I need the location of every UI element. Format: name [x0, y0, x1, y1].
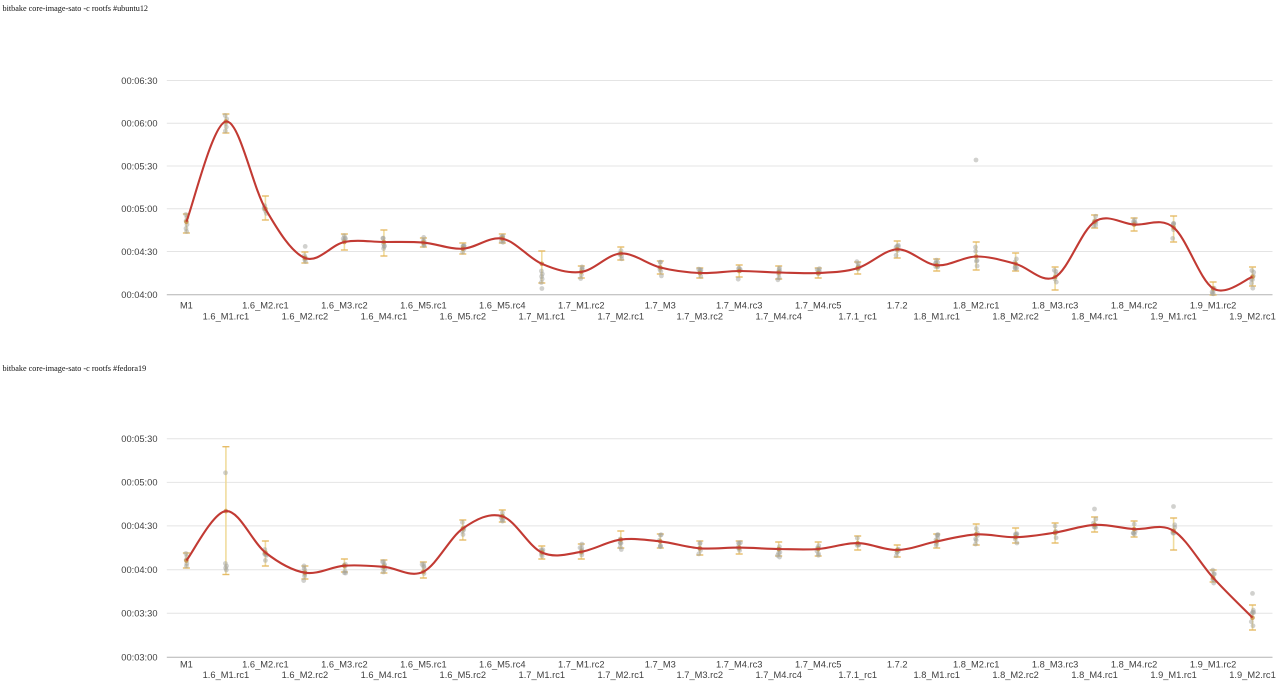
svg-text:1.9_M2.rc1: 1.9_M2.rc1: [1229, 312, 1276, 322]
svg-text:M1: M1: [180, 660, 193, 670]
svg-text:00:04:00: 00:04:00: [121, 290, 157, 300]
svg-text:00:04:00: 00:04:00: [121, 565, 157, 575]
svg-text:1.7_M4.rc4: 1.7_M4.rc4: [755, 670, 802, 680]
svg-text:1.6_M5.rc2: 1.6_M5.rc2: [440, 312, 487, 322]
svg-text:00:04:30: 00:04:30: [121, 521, 157, 531]
svg-text:1.7_M2.rc1: 1.7_M2.rc1: [598, 670, 645, 680]
svg-text:1.7_M4.rc4: 1.7_M4.rc4: [755, 312, 802, 322]
svg-text:1.6_M5.rc4: 1.6_M5.rc4: [479, 660, 526, 670]
svg-text:1.8_M1.rc1: 1.8_M1.rc1: [913, 670, 960, 680]
svg-text:1.6_M2.rc2: 1.6_M2.rc2: [282, 670, 329, 680]
svg-text:1.6_M1.rc1: 1.6_M1.rc1: [203, 670, 250, 680]
svg-text:00:04:30: 00:04:30: [121, 247, 157, 257]
svg-text:00:05:30: 00:05:30: [121, 434, 157, 444]
svg-text:1.8_M4.rc1: 1.8_M4.rc1: [1071, 312, 1118, 322]
svg-text:1.6_M3.rc2: 1.6_M3.rc2: [321, 660, 368, 670]
svg-text:1.8_M2.rc2: 1.8_M2.rc2: [992, 312, 1039, 322]
svg-text:1.7_M1.rc2: 1.7_M1.rc2: [558, 660, 605, 670]
svg-text:1.7.2: 1.7.2: [887, 660, 908, 670]
svg-text:1.7_M1.rc1: 1.7_M1.rc1: [519, 670, 566, 680]
svg-text:00:05:30: 00:05:30: [121, 161, 157, 171]
svg-text:00:06:00: 00:06:00: [121, 119, 157, 129]
svg-text:1.6_M5.rc4: 1.6_M5.rc4: [479, 301, 526, 311]
svg-text:1.6_M3.rc2: 1.6_M3.rc2: [321, 301, 368, 311]
svg-text:1.9_M1.rc1: 1.9_M1.rc1: [1150, 670, 1197, 680]
svg-text:1.7_M1.rc1: 1.7_M1.rc1: [519, 312, 566, 322]
svg-text:1.6_M2.rc1: 1.6_M2.rc1: [242, 660, 289, 670]
svg-text:1.8_M4.rc2: 1.8_M4.rc2: [1111, 301, 1158, 311]
svg-text:1.8_M4.rc1: 1.8_M4.rc1: [1071, 670, 1118, 680]
svg-text:00:03:00: 00:03:00: [121, 653, 157, 663]
svg-text:1.7_M4.rc5: 1.7_M4.rc5: [795, 301, 842, 311]
svg-text:1.6_M2.rc2: 1.6_M2.rc2: [282, 312, 329, 322]
svg-text:1.9_M2.rc1: 1.9_M2.rc1: [1229, 670, 1276, 680]
svg-text:1.7_M1.rc2: 1.7_M1.rc2: [558, 301, 605, 311]
svg-text:1.7_M4.rc3: 1.7_M4.rc3: [716, 301, 763, 311]
svg-text:1.8_M3.rc3: 1.8_M3.rc3: [1032, 660, 1079, 670]
svg-text:1.8_M2.rc2: 1.8_M2.rc2: [992, 670, 1039, 680]
svg-text:1.6_M5.rc2: 1.6_M5.rc2: [440, 670, 487, 680]
svg-text:1.7.1_rc1: 1.7.1_rc1: [838, 312, 877, 322]
svg-text:1.7.1_rc1: 1.7.1_rc1: [838, 670, 877, 680]
svg-text:00:05:00: 00:05:00: [121, 204, 157, 214]
svg-text:1.7_M3: 1.7_M3: [645, 660, 676, 670]
svg-text:1.8_M4.rc2: 1.8_M4.rc2: [1111, 660, 1158, 670]
svg-text:1.6_M2.rc1: 1.6_M2.rc1: [242, 301, 289, 311]
svg-text:00:03:30: 00:03:30: [121, 609, 157, 619]
svg-text:1.7_M3: 1.7_M3: [645, 301, 676, 311]
svg-text:1.7_M3.rc2: 1.7_M3.rc2: [677, 312, 724, 322]
svg-text:00:06:30: 00:06:30: [121, 76, 157, 86]
svg-text:1.9_M1.rc2: 1.9_M1.rc2: [1190, 301, 1237, 311]
svg-text:1.8_M1.rc1: 1.8_M1.rc1: [913, 312, 960, 322]
svg-text:1.6_M4.rc1: 1.6_M4.rc1: [361, 670, 408, 680]
svg-text:1.6_M1.rc1: 1.6_M1.rc1: [203, 312, 250, 322]
svg-text:1.7_M4.rc5: 1.7_M4.rc5: [795, 660, 842, 670]
svg-text:1.6_M5.rc1: 1.6_M5.rc1: [400, 660, 447, 670]
svg-text:M1: M1: [180, 301, 193, 311]
svg-text:00:05:00: 00:05:00: [121, 478, 157, 488]
svg-text:1.7.2: 1.7.2: [887, 301, 908, 311]
svg-text:1.8_M2.rc1: 1.8_M2.rc1: [953, 301, 1000, 311]
svg-text:1.7_M4.rc3: 1.7_M4.rc3: [716, 660, 763, 670]
svg-text:1.7_M3.rc2: 1.7_M3.rc2: [677, 670, 724, 680]
svg-text:1.6_M5.rc1: 1.6_M5.rc1: [400, 301, 447, 311]
svg-text:1.6_M4.rc1: 1.6_M4.rc1: [361, 312, 408, 322]
svg-text:1.8_M3.rc3: 1.8_M3.rc3: [1032, 301, 1079, 311]
svg-text:1.9_M1.rc1: 1.9_M1.rc1: [1150, 312, 1197, 322]
svg-text:1.7_M2.rc1: 1.7_M2.rc1: [598, 312, 645, 322]
svg-text:1.8_M2.rc1: 1.8_M2.rc1: [953, 660, 1000, 670]
svg-text:1.9_M1.rc2: 1.9_M1.rc2: [1190, 660, 1237, 670]
